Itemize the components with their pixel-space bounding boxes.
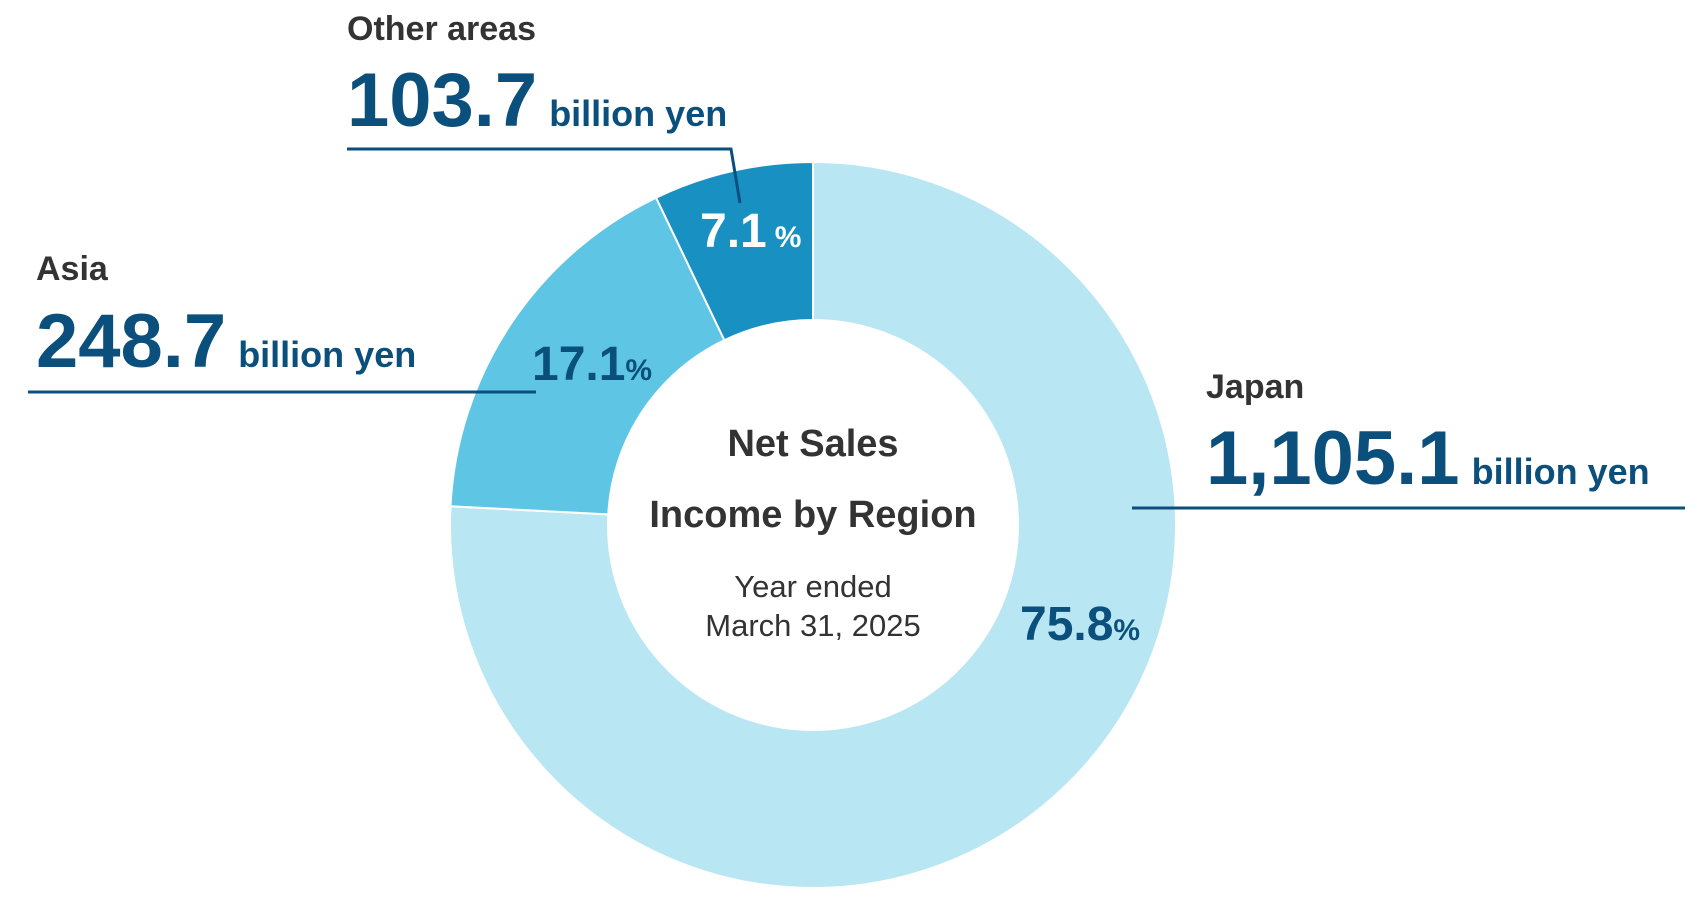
period-line-2: March 31, 2025 (705, 608, 920, 643)
region-unit-other: billion yen (549, 93, 727, 134)
slice-other (654, 160, 814, 342)
percent-sign-asia: % (625, 354, 652, 387)
slice-percent-label-asia: 17.1% (532, 338, 652, 391)
slice-percent-label-other: 7.1% (700, 205, 801, 258)
region-value-asia: 248.7 (36, 299, 226, 384)
callout-japan: Japan 1,105.1 billion yen (1206, 368, 1650, 501)
region-name-japan: Japan (1206, 368, 1304, 406)
region-amount-japan: 1,105.1 billion yen (1206, 416, 1650, 501)
period-line-1: Year ended (734, 569, 891, 604)
percent-value-asia: 17.1 (532, 338, 625, 391)
region-unit-japan: billion yen (1472, 451, 1650, 492)
callout-other-areas: Other areas 103.7 billion yen (347, 10, 727, 143)
region-value-other: 103.7 (347, 58, 537, 143)
chart-subtitle: Income by Region (649, 494, 976, 536)
percent-value-other: 7.1 (700, 205, 767, 258)
region-amount-asia: 248.7 billion yen (36, 299, 416, 384)
percent-sign-japan: % (1113, 614, 1140, 647)
chart-title: Net Sales (727, 423, 898, 465)
region-name-other: Other areas (347, 10, 536, 48)
slice-asia (449, 196, 726, 516)
region-name-asia: Asia (36, 250, 109, 288)
percent-sign-other: % (775, 221, 802, 254)
slice-japan (449, 160, 1177, 889)
slice-percent-label-japan: 75.8% (1020, 598, 1140, 651)
percent-value-japan: 75.8 (1020, 598, 1113, 651)
callout-asia: Asia 248.7 billion yen (36, 250, 416, 384)
donut-slices (449, 160, 1177, 889)
region-unit-asia: billion yen (238, 334, 416, 375)
center-label: Net Sales Income by Region Year ended Ma… (649, 423, 976, 643)
leader-line-other (347, 147, 742, 204)
region-value-japan: 1,105.1 (1206, 416, 1460, 501)
region-amount-other: 103.7 billion yen (347, 58, 727, 143)
